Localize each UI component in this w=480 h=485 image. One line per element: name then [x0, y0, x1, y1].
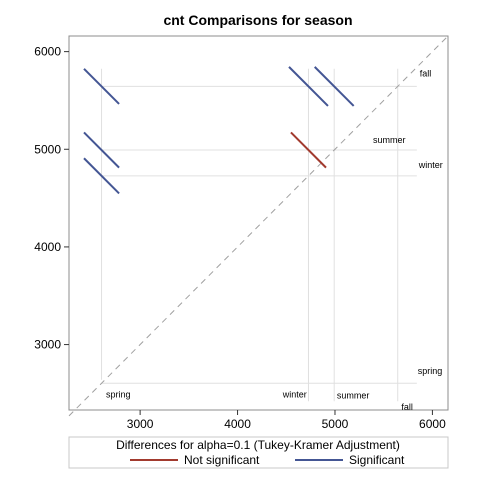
- level-label-right-summer: summer: [373, 135, 406, 145]
- comparison-spring-vs-summer: [83, 131, 120, 169]
- comparison-winter-vs-fall: [288, 66, 329, 107]
- level-label-bottom-summer: summer: [337, 390, 370, 400]
- legend-item-label: Not significant: [184, 453, 260, 467]
- legend: Differences for alpha=0.1 (Tukey-Kramer …: [68, 436, 449, 469]
- level-label-bottom-winter: winter: [282, 389, 307, 399]
- legend-border: [68, 436, 449, 469]
- y-tick-label: 4000: [34, 240, 61, 254]
- level-label-bottom-fall: fall: [401, 402, 413, 412]
- plot-area: 3000 4000 5000 6000 3000 4000 5000 6000 fall summ…: [34, 35, 449, 431]
- y-tick-label: 3000: [34, 338, 61, 352]
- y-tick-label: 6000: [34, 45, 61, 59]
- comparison-summer-vs-fall: [314, 66, 355, 107]
- x-tick-label: 6000: [419, 417, 446, 431]
- diagonal-reference-line: [68, 35, 449, 417]
- x-tick-label: 4000: [224, 417, 251, 431]
- comparison-winter-vs-summer: [290, 131, 327, 169]
- level-label-right-fall: fall: [420, 69, 432, 79]
- y-tick-label: 5000: [34, 142, 61, 156]
- legend-item-label: Significant: [349, 453, 405, 467]
- plot-frame: [68, 35, 449, 411]
- x-tick-label: 5000: [322, 417, 349, 431]
- level-label-right-spring: spring: [418, 366, 443, 376]
- level-label-right-winter: winter: [418, 160, 443, 170]
- comparison-spring-vs-winter: [83, 157, 120, 195]
- chart-title: cnt Comparisons for season: [163, 12, 352, 28]
- x-tick-label: 3000: [127, 417, 154, 431]
- legend-title: Differences for alpha=0.1 (Tukey-Kramer …: [116, 438, 400, 452]
- level-label-bottom-spring: spring: [106, 389, 131, 399]
- comparison-spring-vs-fall: [83, 68, 120, 105]
